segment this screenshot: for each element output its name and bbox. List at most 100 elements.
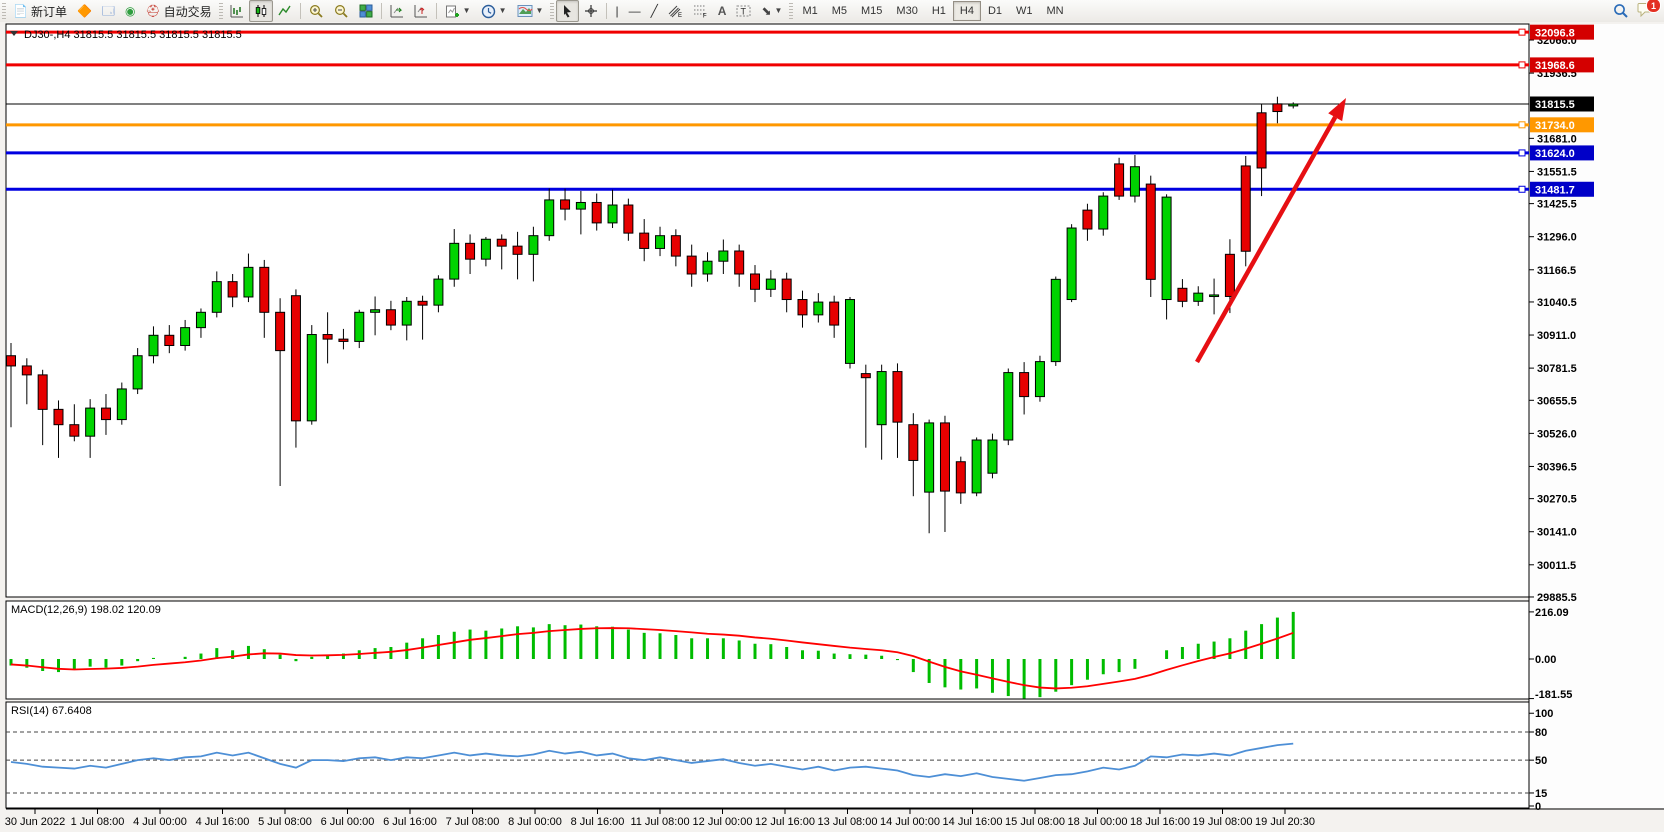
chart-shift-button[interactable] (409, 0, 433, 22)
market-watch-button[interactable]: 🔶 (72, 0, 97, 22)
symbol-dropdown-icon[interactable] (10, 31, 18, 36)
candle-body-bull (132, 355, 143, 390)
price-badge (1530, 145, 1594, 161)
dropdown-arrow-icon: ▼ (535, 6, 544, 15)
time-tick-label: 6 Jul 16:00 (383, 816, 437, 828)
timeframe-button-w1[interactable]: W1 (1016, 5, 1033, 17)
time-tick-label: 18 Jul 16:00 (1130, 816, 1190, 828)
zoom-out-button[interactable] (329, 0, 354, 22)
period-button[interactable]: ▼ (476, 0, 512, 22)
text-label-tool-button[interactable]: T (731, 0, 756, 22)
bar-chart-icon (230, 5, 243, 18)
timeframe-button-d1[interactable]: D1 (987, 5, 1003, 17)
main-pane[interactable] (5, 23, 1530, 598)
auto-scroll-button[interactable] (385, 0, 409, 22)
candle-body-bull (1209, 294, 1220, 298)
period-icon (481, 4, 495, 18)
candle-body-bear (275, 311, 286, 352)
candle-body-bull (243, 266, 254, 298)
horizontal-line-tool-button[interactable]: — (624, 0, 646, 22)
search-icon[interactable] (1613, 3, 1629, 19)
time-tick-label: 5 Jul 08:00 (258, 816, 312, 828)
price-line-handle[interactable] (1518, 28, 1526, 36)
zoom-in-button[interactable] (304, 0, 329, 22)
timeframe-button-m15[interactable]: M15 (861, 5, 883, 17)
auto-trading-button[interactable]: ⛑ 自动交易 (140, 0, 216, 22)
price-line-handle[interactable] (1518, 121, 1526, 129)
text-label-icon: T (736, 5, 751, 17)
channel-tool-button[interactable]: E (663, 0, 688, 22)
candle-body-bull (180, 327, 191, 347)
candle-body-bull (116, 388, 127, 421)
trendline-tool-button[interactable]: ╱ (646, 0, 663, 22)
price-badge (1530, 24, 1594, 40)
candle-body-bull (433, 278, 444, 306)
price-badge (1530, 181, 1594, 197)
crosshair-tool-button[interactable] (579, 0, 603, 22)
timeframe-button-m1[interactable]: M1 (802, 5, 818, 17)
timeframe-button-h4[interactable]: H4 (952, 1, 981, 21)
line-chart-button[interactable] (273, 0, 297, 22)
new-chart-button[interactable]: ▼ (440, 0, 476, 22)
macd-tick-label: 0.00 (1535, 654, 1556, 666)
trend-arrow-head (1328, 98, 1346, 122)
time-scale-strip[interactable] (0, 810, 1664, 823)
signals-button[interactable]: ◉ (120, 0, 140, 22)
auto-scroll-icon (390, 5, 403, 18)
timeframe-button-mn[interactable]: MN (1046, 5, 1064, 17)
toolbar-grip[interactable] (2, 3, 6, 19)
line-chart-icon (278, 5, 291, 16)
rsi-tick-label: 100 (1535, 708, 1553, 720)
price-line-handle[interactable] (1518, 149, 1526, 157)
candle-body-bear (860, 373, 871, 379)
toolbar-grip[interactable] (218, 3, 223, 19)
timeframe-button-m30[interactable]: M30 (896, 5, 918, 17)
candle-body-bear (1272, 103, 1283, 113)
new-order-button[interactable]: 📄 新订单 (8, 0, 72, 22)
candle-body-bull (1129, 166, 1140, 197)
macd-tick-label: -181.55 (1535, 689, 1572, 701)
price-tick-label: 30270.5 (1537, 494, 1577, 506)
time-tick-label: 8 Jul 16:00 (571, 816, 625, 828)
toolbar-grip[interactable] (789, 3, 794, 19)
bar-chart-button[interactable] (225, 0, 249, 22)
rsi-label: RSI(14) 67.6408 (11, 705, 92, 717)
candle-body-bear (1256, 112, 1267, 169)
dropdown-arrow-icon: ▼ (774, 6, 783, 15)
time-tick-label: 6 Jul 00:00 (321, 816, 375, 828)
rsi-tick-label: 80 (1535, 727, 1547, 739)
macd-pane[interactable] (5, 600, 1530, 700)
candle-body-bear (1145, 183, 1156, 280)
templates-button[interactable]: ▼ (512, 0, 549, 22)
price-tick-label: 30781.5 (1537, 363, 1577, 375)
price-line-handle[interactable] (1518, 61, 1526, 69)
time-tick-label: 7 Jul 08:00 (446, 816, 500, 828)
navigator-icon: 🗔 (101, 4, 115, 18)
candle-body-bull (575, 201, 586, 210)
timeframe-button-h1[interactable]: H1 (931, 5, 946, 17)
chat-button[interactable]: 1 (1637, 0, 1661, 20)
crosshair-icon (585, 5, 598, 17)
horizontal-line-icon: — (628, 4, 641, 18)
candle-body-bull (1193, 292, 1204, 302)
vertical-line-tool-button[interactable]: | (610, 0, 623, 22)
price-tick-label: 31681.0 (1537, 133, 1577, 145)
candlestick-chart-button[interactable] (248, 0, 273, 22)
arrows-tool-button[interactable]: ⬊ ▼ (756, 0, 787, 22)
chart-area[interactable]: 32066.031936.531681.031551.531425.531296… (0, 22, 1664, 832)
candle-body-bear (100, 407, 111, 421)
price-line-handle[interactable] (1518, 185, 1526, 193)
trend-arrow-line[interactable] (1195, 116, 1338, 364)
tile-windows-button[interactable] (354, 0, 378, 22)
fibonacci-tool-button[interactable]: F (688, 0, 713, 22)
price-badge-label: 31734.0 (1535, 120, 1575, 132)
navigator-button[interactable]: 🗔 (97, 0, 120, 22)
cursor-tool-button[interactable] (556, 0, 580, 22)
timeframe-button-m5[interactable]: M5 (831, 5, 848, 17)
candle-body-bull (813, 301, 824, 316)
candle-body-bear (939, 422, 950, 492)
toolbar-grip[interactable] (550, 3, 555, 19)
price-tick-label: 30011.5 (1537, 560, 1576, 572)
text-tool-button[interactable]: A (713, 0, 732, 22)
rsi-pane[interactable] (5, 701, 1530, 809)
